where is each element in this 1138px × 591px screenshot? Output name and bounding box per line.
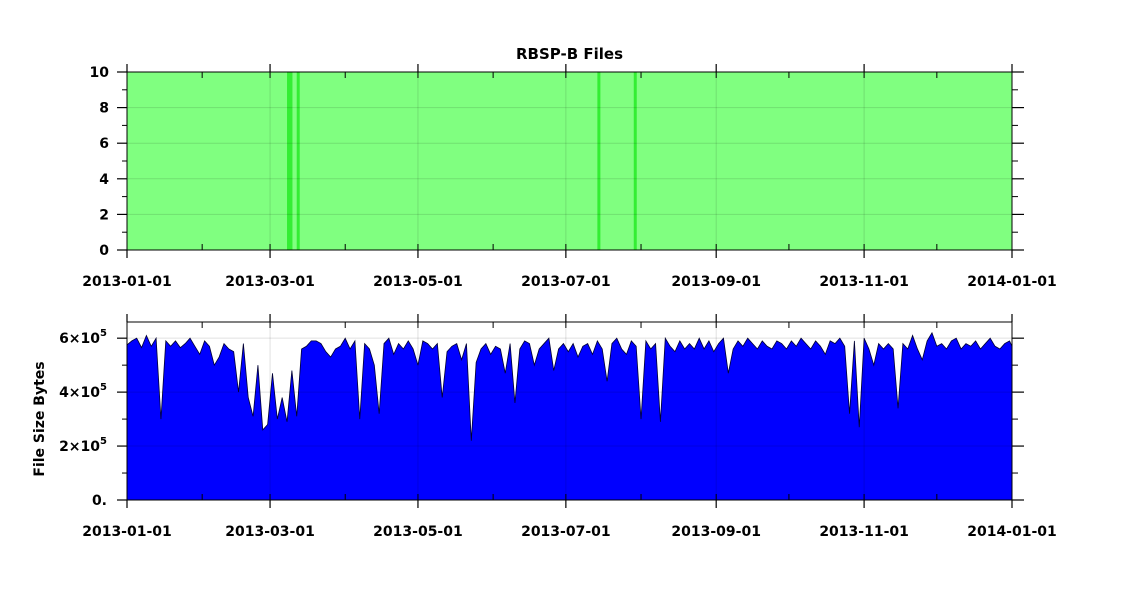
y-tick-exponent: 5 xyxy=(100,328,107,339)
files-panel: 0 2 4 6 8 10 2013-01-01 2013-03-01 2013-05-01 201… xyxy=(82,64,1057,290)
x-tick-label: 2014-01-01 xyxy=(967,274,1057,290)
x-tick-label: 2013-01-01 xyxy=(82,524,172,540)
highlight-bar xyxy=(597,72,601,250)
x-tick-label: 2013-07-01 xyxy=(521,274,611,290)
x-tick-label: 2013-03-01 xyxy=(225,524,315,540)
highlight-bar xyxy=(287,72,291,250)
y-tick-base: 6×10 xyxy=(59,331,100,347)
y-tick-base: 0. xyxy=(92,493,107,509)
x-tick-label: 2014-01-01 xyxy=(967,524,1057,540)
y-tick-label: 8 xyxy=(99,101,109,117)
y-tick-base: 2×10 xyxy=(59,439,100,455)
y-tick-label: 2×105 xyxy=(59,436,107,455)
y-tick-label: 4×105 xyxy=(59,382,107,401)
y-tick-label: 2 xyxy=(99,207,109,223)
y-tick-exponent: 5 xyxy=(100,436,107,447)
x-tick-label: 2013-09-01 xyxy=(671,524,761,540)
highlight-bar xyxy=(633,72,637,250)
files-area xyxy=(127,72,1012,250)
x-tick-label: 2013-05-01 xyxy=(373,524,463,540)
y-tick-label: 6 xyxy=(99,136,109,152)
plot-frame xyxy=(126,71,1013,251)
y-tick-exponent: 5 xyxy=(100,382,107,393)
highlight-bar xyxy=(289,72,293,250)
y-tick-label: 4 xyxy=(99,172,109,188)
chart-title: RBSP-B Files xyxy=(516,45,623,63)
file-size-area xyxy=(126,331,1013,501)
file-size-axis-label: File Size Bytes xyxy=(32,361,48,476)
y-tick-label: 10 xyxy=(90,65,110,81)
x-tick-label: 2013-03-01 xyxy=(225,274,315,290)
x-tick-label: 2013-11-01 xyxy=(819,524,909,540)
y-tick-base: 4×10 xyxy=(59,385,100,401)
x-tick-label: 2013-01-01 xyxy=(82,274,172,290)
y-tick-label: 0. xyxy=(92,493,107,509)
highlight-bar xyxy=(296,72,300,250)
plot-frame xyxy=(126,321,1013,501)
x-tick-label: 2013-05-01 xyxy=(373,274,463,290)
x-tick-label: 2013-07-01 xyxy=(521,524,611,540)
x-tick-label: 2013-11-01 xyxy=(819,274,909,290)
x-tick-label: 2013-09-01 xyxy=(671,274,761,290)
y-tick-label: 0 xyxy=(99,243,109,259)
y-tick-label: 6×105 xyxy=(59,328,107,347)
